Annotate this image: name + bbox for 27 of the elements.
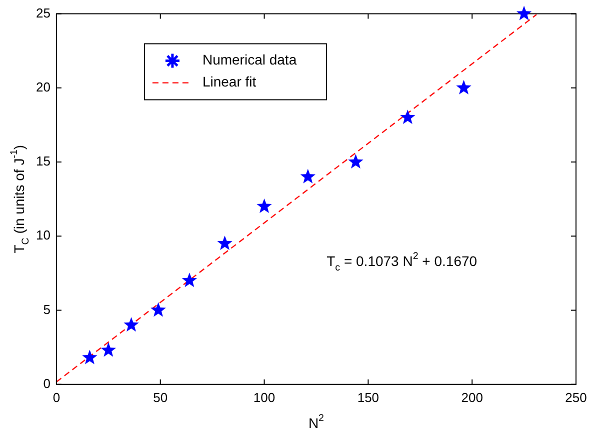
point (150, 302, 166, 317)
y-tick-label: 25 (36, 5, 50, 20)
point (456, 80, 472, 94)
point (182, 272, 198, 288)
y-tick-label: 10 (36, 228, 50, 243)
x-tick-label: 0 (52, 390, 60, 405)
x-tick-label: 100 (253, 390, 276, 405)
y-axis-title: TC (in units of J-1) (9, 144, 32, 254)
point (300, 168, 316, 184)
point (256, 198, 272, 213)
point (516, 6, 532, 20)
x-tick-label: 50 (153, 390, 168, 405)
y-tick-label: 5 (43, 302, 50, 317)
y-tick-label: 0 (43, 376, 50, 391)
x-tick-label: 150 (357, 390, 380, 405)
x-tick-label: 200 (461, 390, 483, 405)
legend-label: Numerical data (202, 52, 297, 68)
point (124, 317, 139, 332)
legend-label: Linear fit (202, 74, 256, 90)
y-tick-label: 15 (36, 154, 50, 169)
point (82, 350, 98, 364)
point (400, 110, 416, 124)
point (348, 154, 364, 169)
x-tick-label: 250 (565, 390, 587, 405)
point (217, 236, 232, 250)
y-tick-label: 20 (36, 80, 50, 94)
point (100, 342, 116, 357)
